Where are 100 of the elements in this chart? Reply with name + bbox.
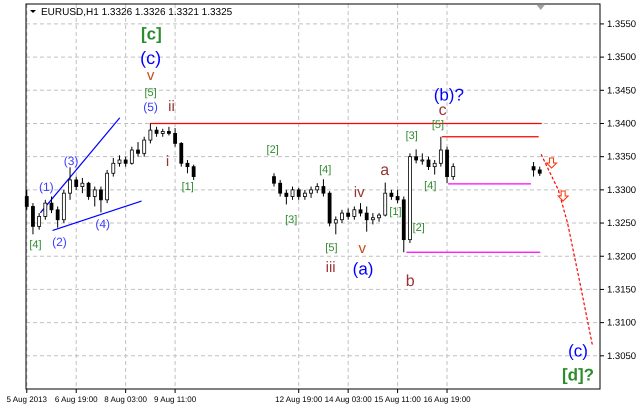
annotation: [c]: [140, 24, 162, 44]
annotation: iv: [354, 184, 366, 201]
candlestick: [438, 136, 443, 168]
candlestick: [272, 172, 276, 188]
y-tick-label: 1.3150: [607, 284, 636, 296]
x-tick-label: 9 Aug 11:00: [154, 395, 197, 404]
annotation: [1]: [182, 180, 194, 193]
candlestick: [142, 136, 146, 158]
annotation: c: [438, 102, 447, 120]
candlestick: [309, 186, 313, 198]
candlestick: [56, 206, 60, 228]
candlestick: [322, 178, 326, 197]
candlestick: [290, 186, 294, 200]
annotation: v: [358, 240, 367, 257]
candlestick: [451, 162, 456, 180]
x-tick-label: 6 Aug 19:00: [54, 395, 98, 404]
candlestick: [148, 122, 152, 144]
annotation: (a): [352, 259, 374, 278]
annotation: (5): [143, 100, 158, 114]
candlestick: [390, 189, 394, 200]
candlestick: [284, 189, 288, 205]
candlestick: [296, 187, 301, 200]
candlestick: [68, 166, 72, 200]
candlestick: [396, 189, 400, 204]
x-tick-label: 5 Aug 2013: [6, 395, 48, 404]
candlestick: [50, 196, 54, 214]
y-tick-label: 1.3350: [607, 152, 636, 163]
candlestick: [124, 156, 128, 168]
candlestick: [302, 189, 307, 200]
annotation: (c): [140, 48, 162, 68]
annotation: ii: [168, 98, 175, 115]
candlestick: [278, 179, 282, 197]
candlestick: [538, 166, 542, 176]
annotation: (4): [95, 217, 110, 232]
candlestick: [334, 216, 338, 235]
candlestick: [118, 154, 122, 168]
annotation: [2]: [266, 144, 279, 156]
candlestick: [532, 161, 536, 178]
annotation: a: [380, 162, 390, 180]
annotation: [3]: [406, 130, 418, 142]
x-tick-label: 15 Aug 11:00: [374, 395, 422, 404]
y-tick-label: 1.3100: [607, 318, 636, 329]
y-tick-label: 1.3450: [607, 85, 636, 96]
candlestick: [130, 146, 134, 166]
candlestick: [173, 128, 177, 148]
annotation: [3]: [285, 214, 298, 226]
y-tick-label: 1.3300: [607, 184, 636, 196]
x-tick-label: 12 Aug 19:00: [275, 395, 323, 404]
x-tick-label: 8 Aug 03:00: [104, 395, 148, 404]
candlestick: [420, 152, 424, 166]
y-tick-label: 1.3050: [607, 350, 636, 362]
chart-title: EURUSD,H1 1.3326 1.3326 1.3321 1.3325: [41, 7, 233, 18]
candlestick: [370, 212, 375, 225]
annotation: (3): [64, 154, 78, 168]
x-tick-label: 16 Aug 19:00: [423, 395, 472, 404]
annotation: [4]: [424, 180, 436, 192]
y-tick-label: 1.3500: [607, 52, 636, 64]
candlestick: [358, 202, 362, 217]
annotation: [4]: [319, 164, 332, 176]
candlestick: [99, 186, 103, 213]
annotation: (b)?: [434, 85, 464, 104]
annotation: [2]: [412, 222, 425, 234]
candlestick: [154, 126, 158, 138]
candlestick: [136, 142, 140, 158]
x-tick-label: 14 Aug 03:00: [324, 395, 372, 404]
annotation: (2): [52, 235, 67, 250]
annotation: b: [406, 273, 415, 290]
candlestick: [426, 156, 430, 170]
annotation: [5]: [325, 242, 338, 254]
candlestick: [315, 182, 320, 194]
annotation: i: [166, 152, 170, 170]
line-series: [540, 154, 593, 346]
candlestick: [37, 212, 42, 230]
candlestick: [364, 206, 369, 232]
annotation: iii: [326, 258, 336, 276]
candlestick: [80, 177, 84, 194]
candlestick: [346, 208, 350, 220]
annotation: (c): [568, 341, 588, 360]
annotation: [1]: [389, 206, 402, 218]
candlestick: [186, 159, 190, 174]
annotation: [5]: [144, 86, 157, 99]
candlestick: [414, 148, 418, 164]
annotation: (1): [38, 180, 54, 194]
y-tick-label: 1.3250: [607, 218, 636, 230]
candlestick: [432, 159, 437, 176]
candlestick: [43, 199, 48, 220]
y-tick-label: 1.3550: [607, 18, 636, 30]
candlestick: [383, 182, 388, 217]
candlestick: [31, 202, 35, 235]
y-tick-label: 1.3200: [607, 251, 636, 262]
candlestick: [86, 181, 90, 200]
candlestick: [192, 164, 196, 180]
candlestick: [179, 142, 184, 168]
y-tick-label: 1.3400: [607, 118, 636, 130]
candlestick: [340, 209, 344, 224]
annotation: [4]: [29, 238, 42, 251]
annotation: v: [146, 66, 155, 84]
candlestick: [74, 176, 78, 190]
candlestick: [111, 158, 116, 178]
candlestick: [352, 206, 356, 220]
